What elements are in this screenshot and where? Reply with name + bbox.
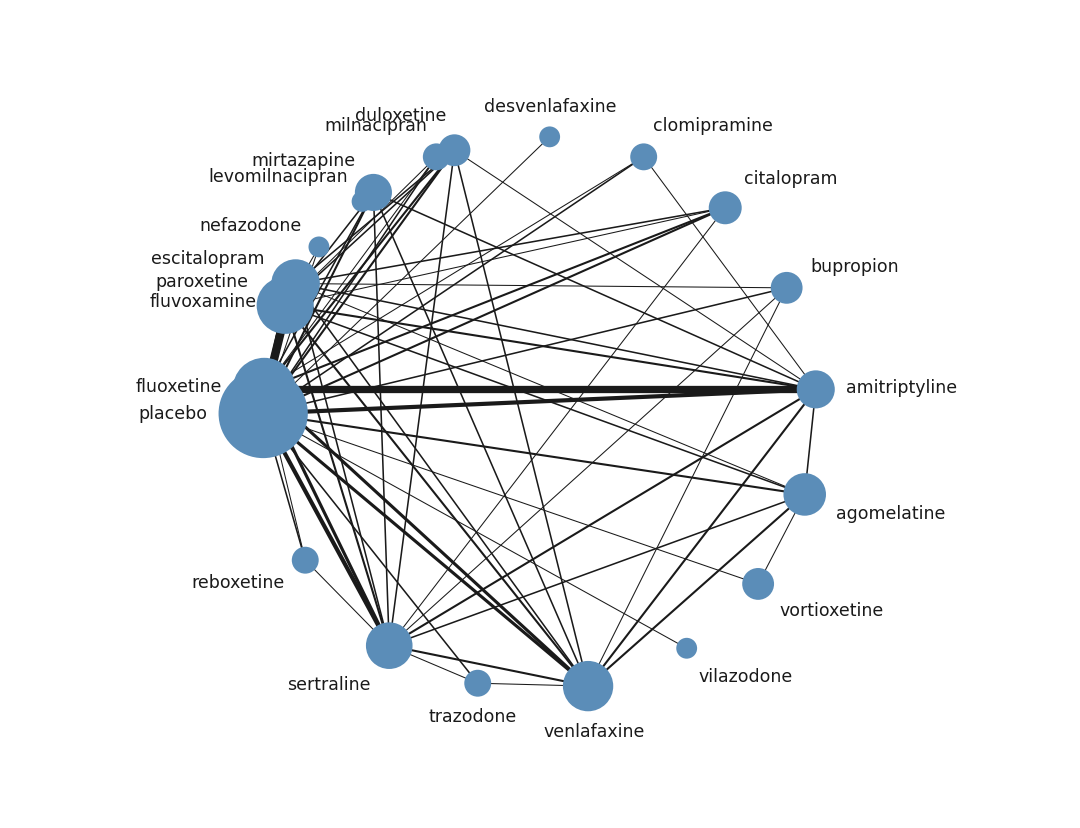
Circle shape bbox=[267, 306, 294, 333]
Circle shape bbox=[676, 638, 697, 659]
Text: amitriptyline: amitriptyline bbox=[846, 378, 957, 397]
Text: venlafaxine: venlafaxine bbox=[543, 722, 645, 740]
Circle shape bbox=[218, 369, 308, 459]
Circle shape bbox=[292, 547, 319, 574]
Text: sertraline: sertraline bbox=[287, 675, 370, 693]
Text: desvenlafaxine: desvenlafaxine bbox=[484, 98, 617, 116]
Circle shape bbox=[742, 568, 774, 600]
Circle shape bbox=[352, 192, 373, 213]
Circle shape bbox=[631, 144, 657, 171]
Text: milnacipran: milnacipran bbox=[324, 117, 427, 135]
Circle shape bbox=[797, 371, 835, 409]
Circle shape bbox=[309, 237, 329, 258]
Circle shape bbox=[423, 144, 449, 171]
Circle shape bbox=[708, 192, 742, 225]
Text: escitalopram: escitalopram bbox=[151, 249, 265, 267]
Circle shape bbox=[438, 135, 471, 167]
Circle shape bbox=[271, 260, 320, 309]
Text: paroxetine: paroxetine bbox=[156, 272, 248, 291]
Circle shape bbox=[366, 623, 413, 669]
Circle shape bbox=[783, 474, 826, 516]
Text: agomelatine: agomelatine bbox=[836, 504, 945, 522]
Text: mirtazapine: mirtazapine bbox=[252, 152, 355, 170]
Circle shape bbox=[232, 359, 296, 421]
Circle shape bbox=[257, 277, 313, 335]
Text: levomilnacipran: levomilnacipran bbox=[208, 167, 348, 185]
Text: vilazodone: vilazodone bbox=[698, 667, 793, 685]
Text: nefazodone: nefazodone bbox=[200, 217, 301, 234]
Circle shape bbox=[539, 128, 561, 148]
Circle shape bbox=[464, 670, 491, 697]
Circle shape bbox=[563, 661, 613, 711]
Circle shape bbox=[771, 272, 802, 305]
Text: placebo: placebo bbox=[138, 405, 207, 423]
Text: fluvoxamine: fluvoxamine bbox=[149, 293, 257, 311]
Text: bupropion: bupropion bbox=[811, 258, 900, 277]
Text: duloxetine: duloxetine bbox=[354, 108, 446, 125]
Text: reboxetine: reboxetine bbox=[191, 574, 284, 591]
Text: fluoxetine: fluoxetine bbox=[135, 378, 221, 395]
Text: vortioxetine: vortioxetine bbox=[780, 601, 883, 619]
Text: clomipramine: clomipramine bbox=[653, 117, 773, 135]
Text: trazodone: trazodone bbox=[428, 707, 516, 725]
Circle shape bbox=[355, 175, 392, 212]
Text: citalopram: citalopram bbox=[744, 170, 837, 188]
